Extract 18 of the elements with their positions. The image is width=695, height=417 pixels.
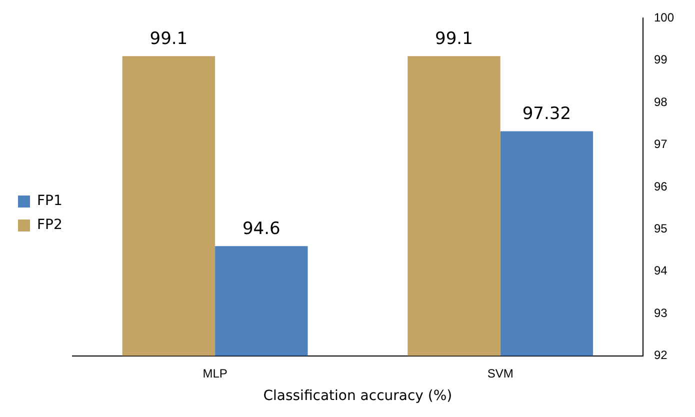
x-tick-label: SVM	[487, 366, 514, 380]
y-tick-label: 95	[654, 222, 668, 236]
y-tick-label: 96	[654, 179, 668, 194]
legend-label: FP1	[37, 193, 62, 210]
y-tick-label: 100	[654, 10, 674, 25]
y-tick-label: 99	[654, 52, 668, 67]
x-axis-title: Classification accuracy (%)	[263, 388, 452, 404]
y-tick-label: 93	[654, 306, 668, 320]
data-label: 97.32	[522, 104, 572, 124]
x-tick-label: MLP	[202, 366, 228, 380]
legend-label: FP2	[37, 217, 62, 234]
data-label: 99.1	[150, 29, 188, 50]
data-label: 94.6	[242, 219, 280, 239]
y-tick-label: 94	[654, 264, 668, 278]
y-tick-label: 97	[654, 137, 668, 152]
data-label: 99.1	[435, 29, 473, 50]
y-tick-label: 98	[654, 94, 668, 109]
y-tick-label: 92	[654, 348, 668, 362]
